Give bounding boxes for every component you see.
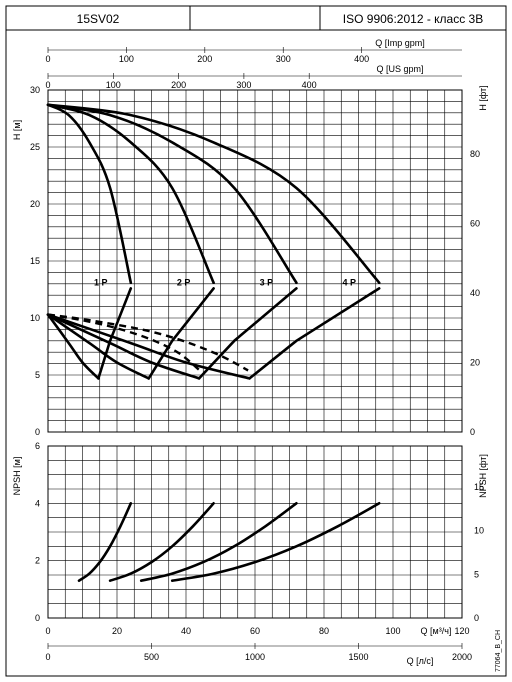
- bottom-axis-title: Q [л/с]: [407, 656, 434, 666]
- curve-label-1p: 1 P: [94, 278, 108, 288]
- tick-label-npsh-m: 4: [35, 498, 40, 508]
- header: 15SV02 ISO 9906:2012 - класс 3B: [5, 5, 507, 31]
- tick-label-h-m: 15: [30, 256, 40, 266]
- x-tick-label-m3h: 80: [319, 626, 329, 636]
- bottom-axis-tick-label: 1500: [348, 652, 368, 662]
- grid: [48, 90, 462, 618]
- header-model: 15SV02: [77, 12, 120, 26]
- tick-label-h-ft: 40: [470, 288, 480, 298]
- top-axis-tick-label: 0: [45, 54, 50, 64]
- tick-label-h-ft: 20: [470, 358, 480, 368]
- hq-curve-2p: [46, 103, 215, 284]
- x-tick-label-m3h: 60: [250, 626, 260, 636]
- npsh-curve-2p: [108, 502, 215, 582]
- tick-label-h-m: 20: [30, 199, 40, 209]
- curve-labels: 1 P 2 P 3 P 4 P: [94, 278, 356, 288]
- top-axis-tick-label: 200: [171, 80, 186, 90]
- eff-curve-left-3: [46, 313, 201, 380]
- tick-label-h-m: 0: [35, 427, 40, 437]
- tick-label-h-m: 10: [30, 313, 40, 323]
- tick-label-npsh-ft: 10: [474, 526, 484, 536]
- top-axis-tick-label: 100: [106, 80, 121, 90]
- side-code: 77064_B_CH: [495, 630, 502, 672]
- eff-curve-right-1: [97, 287, 133, 380]
- eff-curve-right-3: [197, 287, 298, 380]
- tick-label-h-m: 5: [35, 370, 40, 380]
- top-axis-tick-label: 100: [119, 54, 134, 64]
- eff-curve-right-4: [248, 287, 381, 380]
- top-axis-tick-label: 300: [236, 80, 251, 90]
- npsh-curve-3p: [139, 502, 298, 582]
- x-tick-label-m3h: 100: [385, 626, 400, 636]
- curve-label-2p: 2 P: [177, 278, 191, 288]
- axis-title-npsh-m: NPSH [м]: [12, 457, 22, 496]
- x-tick-label-m3h: 120: [454, 626, 469, 636]
- tick-label-h-ft: 0: [470, 427, 475, 437]
- header-standard: ISO 9906:2012 - класс 3B: [343, 12, 483, 26]
- npsh-curve-4p: [170, 502, 381, 582]
- curve-label-4p: 4 P: [342, 278, 356, 288]
- tick-label-npsh-m: 6: [35, 441, 40, 451]
- hq-curve-1p: [46, 103, 133, 284]
- eff-curve-left-2: [46, 313, 150, 380]
- bottom-axis-tick-label: 0: [45, 652, 50, 662]
- axis-title-npsh-ft: NPSH [фт]: [478, 454, 488, 498]
- header-middle-box: [189, 5, 321, 31]
- dashed-curve-2: [47, 313, 201, 372]
- x-tick-label-m3h: 40: [181, 626, 191, 636]
- tick-label-npsh-m: 0: [35, 613, 40, 623]
- axis-title-h-ft: H [фт]: [478, 85, 488, 110]
- hq-curve-3p: [46, 103, 298, 284]
- curve-label-3p: 3 P: [260, 278, 274, 288]
- bottom-axis-tick-label: 500: [144, 652, 159, 662]
- top-axis-title: Q [Imp gpm]: [375, 38, 425, 48]
- tick-label-npsh-ft: 5: [474, 569, 479, 579]
- axis-title-h-m: H [м]: [12, 120, 22, 140]
- tick-label-npsh-ft: 0: [474, 613, 479, 623]
- tick-label-h-m: 30: [30, 85, 40, 95]
- header-model-box: [5, 5, 191, 31]
- top-axis-tick-label: 200: [197, 54, 212, 64]
- tick-label-npsh-ft: 15: [474, 482, 484, 492]
- hq-curve-4p: [46, 103, 381, 284]
- x-axis-title-m3h: Q [м³/ч]: [421, 626, 452, 636]
- npsh-curve-1p: [77, 502, 133, 582]
- header-standard-box: [319, 5, 507, 31]
- bottom-axis-tick-label: 1000: [245, 652, 265, 662]
- outer-frame: [5, 29, 507, 677]
- tick-label-npsh-m: 2: [35, 556, 40, 566]
- eff-curve-right-2: [147, 287, 215, 380]
- top-axis-title: Q [US gpm]: [376, 64, 423, 74]
- x-tick-label-m3h: 20: [112, 626, 122, 636]
- top-axis-tick-label: 300: [276, 54, 291, 64]
- top-axis-tick-label: 400: [302, 80, 317, 90]
- eff-curve-left-4: [46, 313, 251, 380]
- bottom-axis-tick-label: 2000: [452, 652, 472, 662]
- tick-label-h-ft: 80: [470, 149, 480, 159]
- top-axis-tick-label: 0: [45, 80, 50, 90]
- eff-curve-left-1: [46, 313, 100, 380]
- top-axis-tick-label: 400: [354, 54, 369, 64]
- tick-label-h-m: 25: [30, 142, 40, 152]
- tick-label-h-ft: 60: [470, 219, 480, 229]
- x-tick-label-m3h: 0: [45, 626, 50, 636]
- curves: [46, 103, 381, 582]
